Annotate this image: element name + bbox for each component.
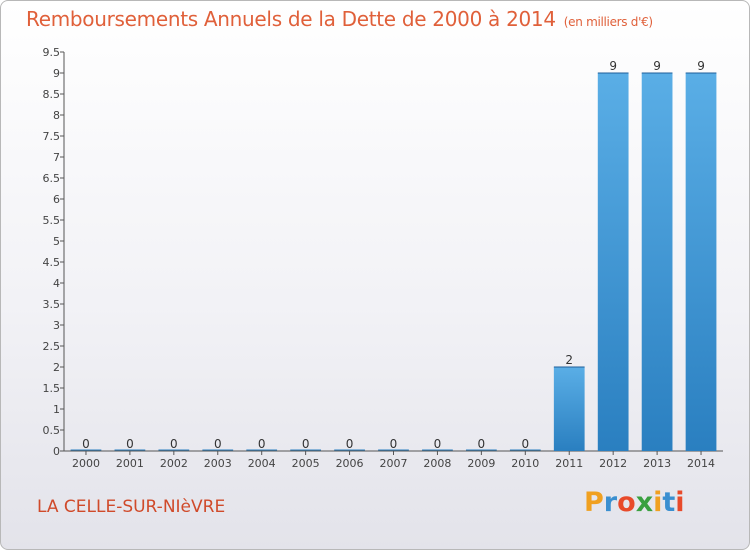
y-tick-label: 1.5 xyxy=(43,382,61,395)
data-label-2011: 2 xyxy=(565,353,573,367)
chart-title: Remboursements Annuels de la Dette de 20… xyxy=(26,7,653,31)
x-tick-label-2010: 2010 xyxy=(511,457,539,470)
unit-text: (en milliers d'€) xyxy=(563,15,653,29)
y-tick-label: 4.5 xyxy=(43,256,61,269)
data-label-2010: 0 xyxy=(521,437,529,451)
x-tick-label-2000: 2000 xyxy=(72,457,100,470)
bar-2014 xyxy=(685,73,717,451)
y-tick-label: 4 xyxy=(53,277,60,290)
data-label-2006: 0 xyxy=(346,437,354,451)
data-label-2002: 0 xyxy=(170,437,178,451)
x-tick-label-2006: 2006 xyxy=(336,457,364,470)
y-tick-label: 2.5 xyxy=(43,340,61,353)
y-tick-label: 9.5 xyxy=(43,46,61,59)
x-tick-label-2008: 2008 xyxy=(423,457,451,470)
x-tick-label-2011: 2011 xyxy=(555,457,583,470)
title-text: Remboursements Annuels de la Dette de 20… xyxy=(26,7,556,31)
place-name: LA CELLE-SUR-NIèVRE xyxy=(37,497,226,517)
x-tick-label-2004: 2004 xyxy=(248,457,276,470)
data-label-2014: 9 xyxy=(697,59,705,73)
data-label-2012: 9 xyxy=(609,59,617,73)
x-tick-label-2007: 2007 xyxy=(380,457,408,470)
x-tick-label-2013: 2013 xyxy=(643,457,671,470)
bar-2012 xyxy=(597,73,629,451)
y-tick-label: 8.5 xyxy=(43,88,61,101)
bar-2013 xyxy=(641,73,673,451)
y-tick-label: 3 xyxy=(53,319,60,332)
bar-2011 xyxy=(553,367,585,451)
data-label-2013: 9 xyxy=(653,59,661,73)
x-tick-label-2005: 2005 xyxy=(292,457,320,470)
data-label-2008: 0 xyxy=(434,437,442,451)
data-label-2000: 0 xyxy=(82,437,90,451)
y-tick-label: 0.5 xyxy=(43,424,61,437)
y-tick-label: 8 xyxy=(53,109,60,122)
data-label-2005: 0 xyxy=(302,437,310,451)
y-tick-label: 6 xyxy=(53,193,60,206)
data-label-2004: 0 xyxy=(258,437,266,451)
y-tick-label: 5.5 xyxy=(43,214,61,227)
data-label-2001: 0 xyxy=(126,437,134,451)
proxiti-logo: Proxiti xyxy=(584,487,685,518)
y-tick-label: 0 xyxy=(53,445,60,458)
data-label-2003: 0 xyxy=(214,437,222,451)
x-tick-label-2009: 2009 xyxy=(467,457,495,470)
x-tick-label-2012: 2012 xyxy=(599,457,627,470)
y-tick-label: 5 xyxy=(53,235,60,248)
y-tick-label: 9 xyxy=(53,67,60,80)
data-label-2007: 0 xyxy=(390,437,398,451)
x-tick-label-2014: 2014 xyxy=(687,457,715,470)
y-tick-label: 2 xyxy=(53,361,60,374)
data-label-2009: 0 xyxy=(478,437,486,451)
x-tick-label-2003: 2003 xyxy=(204,457,232,470)
y-tick-label: 1 xyxy=(53,403,60,416)
y-tick-label: 7.5 xyxy=(43,130,61,143)
y-tick-label: 3.5 xyxy=(43,298,61,311)
y-tick-label: 6.5 xyxy=(43,172,61,185)
x-tick-label-2001: 2001 xyxy=(116,457,144,470)
y-tick-label: 7 xyxy=(53,151,60,164)
x-tick-label-2002: 2002 xyxy=(160,457,188,470)
